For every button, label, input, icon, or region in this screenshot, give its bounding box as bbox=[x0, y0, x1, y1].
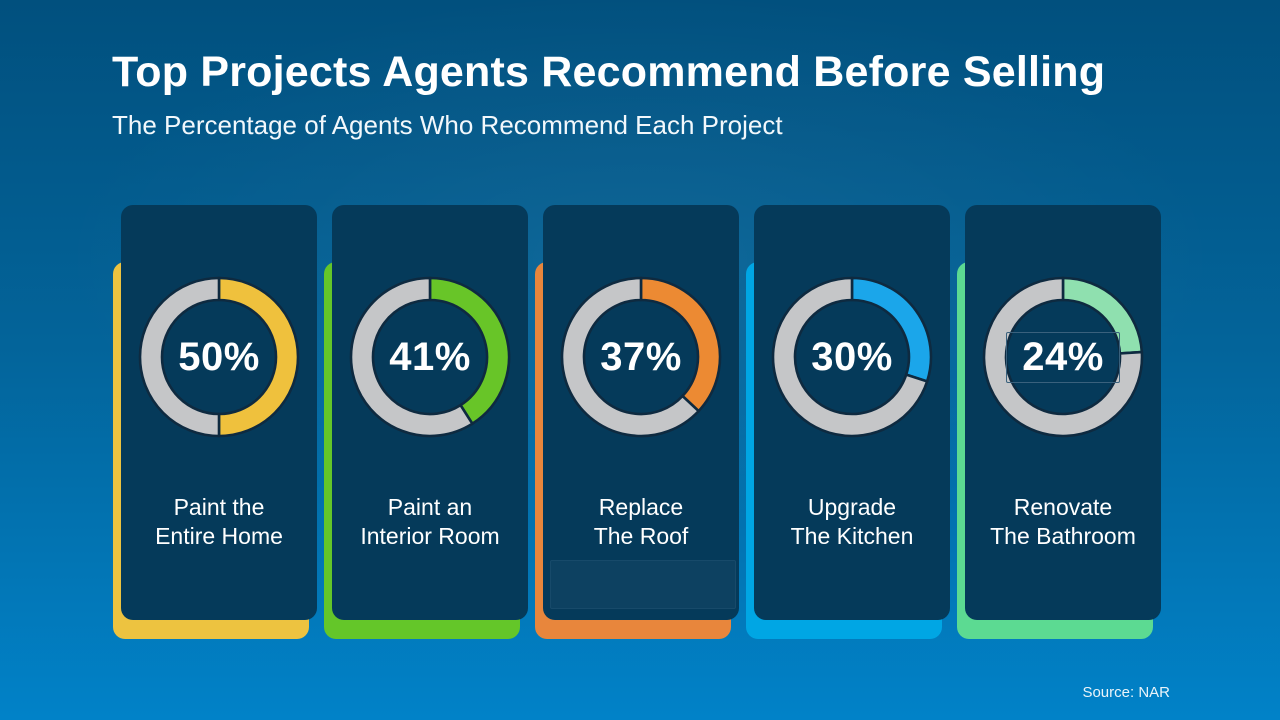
donut-ring bbox=[771, 276, 933, 438]
card-label-line2: Interior Room bbox=[360, 523, 500, 549]
card-label: Paint the Entire Home bbox=[115, 493, 323, 551]
card-panel bbox=[754, 205, 950, 620]
donut-ring bbox=[982, 276, 1144, 438]
card-label-line1: Replace bbox=[598, 494, 684, 520]
card-panel bbox=[332, 205, 528, 620]
empty-placeholder-box bbox=[550, 560, 736, 609]
card-label-line1: Paint an bbox=[387, 494, 473, 520]
card-upgrade-kitchen: 30% Upgrade The Kitchen bbox=[746, 205, 950, 639]
page-title: Top Projects Agents Recommend Before Sel… bbox=[112, 48, 1106, 96]
card-renovate-bathroom: 24% Renovate The Bathroom bbox=[957, 205, 1161, 639]
percent-value: 41% bbox=[389, 335, 471, 379]
donut-chart: 50% bbox=[134, 272, 304, 442]
card-label-line1: Paint the bbox=[173, 494, 265, 520]
percent-value: 50% bbox=[178, 335, 260, 379]
card-paint-entire-home: 50% Paint the Entire Home bbox=[113, 205, 317, 639]
page-subtitle: The Percentage of Agents Who Recommend E… bbox=[112, 110, 783, 140]
donut-chart: 37% bbox=[556, 272, 726, 442]
donut-chart: 41% bbox=[345, 272, 515, 442]
source-attribution: Source: NAR bbox=[1082, 684, 1170, 701]
card-label-line2: The Bathroom bbox=[990, 523, 1136, 549]
card-label: Replace The Roof bbox=[537, 493, 745, 551]
donut-chart: 30% bbox=[767, 272, 937, 442]
card-replace-roof: 37% Replace The Roof bbox=[535, 205, 739, 639]
card-panel bbox=[121, 205, 317, 620]
card-label-line1: Renovate bbox=[1013, 494, 1113, 520]
project-cards-row: 50% Paint the Entire Home 41% Paint an I… bbox=[113, 205, 1161, 639]
card-label-line1: Upgrade bbox=[807, 494, 897, 520]
card-panel bbox=[543, 205, 739, 620]
donut-chart: 24% bbox=[978, 272, 1148, 442]
card-label-line2: Entire Home bbox=[155, 523, 283, 549]
percent-value: 30% bbox=[811, 335, 893, 379]
card-label-line2: The Roof bbox=[593, 523, 689, 549]
card-paint-interior-room: 41% Paint an Interior Room bbox=[324, 205, 528, 639]
card-label: Renovate The Bathroom bbox=[959, 493, 1167, 551]
percent-value: 37% bbox=[600, 335, 682, 379]
card-label: Upgrade The Kitchen bbox=[748, 493, 956, 551]
percent-value-box: 24% bbox=[1006, 331, 1120, 383]
donut-ring bbox=[349, 276, 511, 438]
card-panel bbox=[965, 205, 1161, 620]
card-label-line2: The Kitchen bbox=[790, 523, 914, 549]
donut-ring bbox=[560, 276, 722, 438]
card-label: Paint an Interior Room bbox=[326, 493, 534, 551]
donut-ring bbox=[138, 276, 300, 438]
